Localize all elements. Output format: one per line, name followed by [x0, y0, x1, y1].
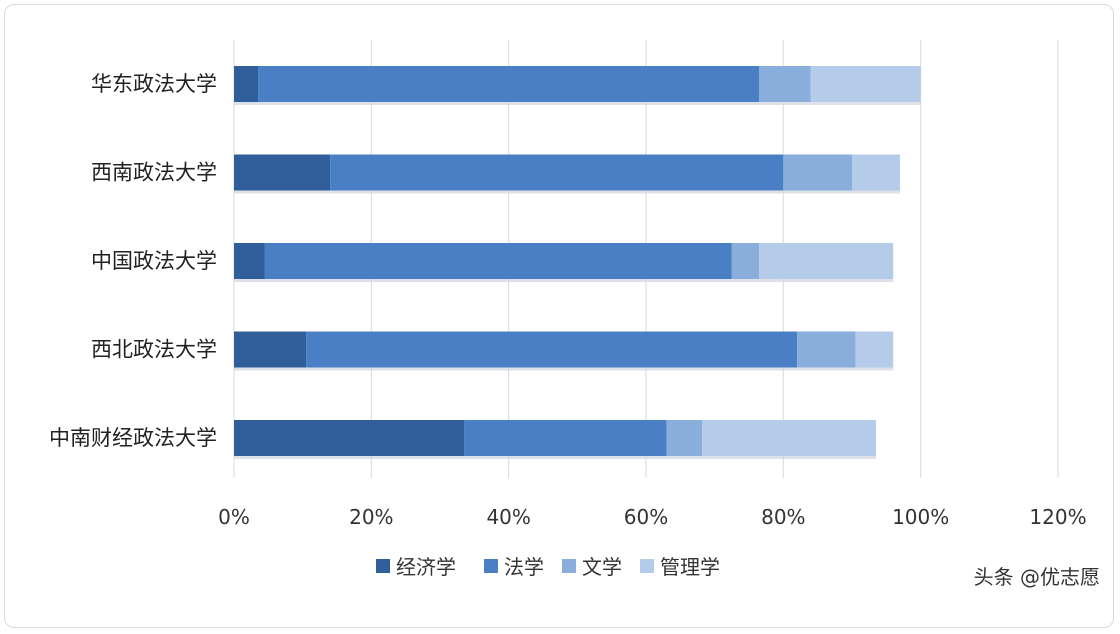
- category-label: 中南财经政法大学: [49, 426, 217, 450]
- chart-frame: [4, 4, 1114, 628]
- bar-segment-1: [330, 154, 784, 191]
- bar-segment-0: [234, 243, 265, 279]
- bar-segment-3: [855, 331, 894, 368]
- bar-segment-0: [234, 66, 259, 102]
- legend-swatch: [562, 559, 576, 573]
- bar-shadow: [234, 190, 901, 194]
- bar-shadow: [234, 456, 877, 459]
- legend-label: 法学: [504, 555, 544, 579]
- bar-shadow: [234, 367, 894, 371]
- x-tick-label: 0%: [218, 505, 250, 529]
- bar-segment-2: [666, 420, 703, 456]
- bar-segment-0: [234, 420, 465, 456]
- bar-segment-2: [783, 154, 852, 191]
- bar-segment-0: [234, 331, 307, 368]
- bars: [234, 66, 921, 459]
- category-label: 中国政法大学: [91, 249, 217, 273]
- x-tick-label: 40%: [486, 505, 530, 529]
- bar-segment-1: [464, 420, 667, 456]
- category-label: 西南政法大学: [91, 161, 217, 185]
- legend-swatch: [640, 559, 654, 573]
- x-tick-label: 60%: [624, 505, 668, 529]
- bar-segment-1: [258, 66, 760, 102]
- bar-segment-1: [264, 243, 732, 279]
- legend-label: 管理学: [660, 555, 720, 579]
- x-tick-label: 100%: [892, 505, 949, 529]
- legend-label: 文学: [582, 555, 622, 579]
- legend: 经济学 法学 文学 管理学: [376, 555, 720, 579]
- legend-label: 经济学: [396, 555, 456, 579]
- bar-segment-2: [759, 66, 811, 102]
- bar-segment-3: [702, 420, 877, 456]
- bar-segment-2: [731, 243, 760, 279]
- x-tick-label: 20%: [349, 505, 393, 529]
- bar-segment-3: [759, 243, 894, 279]
- bar-segment-0: [234, 154, 331, 191]
- legend-swatch: [484, 559, 498, 573]
- bar-segment-1: [306, 331, 798, 368]
- bar-segment-2: [797, 331, 856, 368]
- legend-swatch: [376, 559, 390, 573]
- bar-segment-3: [852, 154, 901, 191]
- x-tick-label: 120%: [1029, 505, 1086, 529]
- bar-shadow: [234, 102, 921, 105]
- x-axis-tick-labels: 0% 20% 40% 60% 80% 100% 120%: [218, 505, 1086, 529]
- bar-shadow: [234, 279, 894, 282]
- category-label: 西北政法大学: [91, 338, 217, 362]
- bar-segment-3: [810, 66, 921, 102]
- x-tick-label: 80%: [761, 505, 805, 529]
- category-label: 华东政法大学: [91, 72, 217, 96]
- source-watermark: 头条 @优志愿: [974, 565, 1100, 589]
